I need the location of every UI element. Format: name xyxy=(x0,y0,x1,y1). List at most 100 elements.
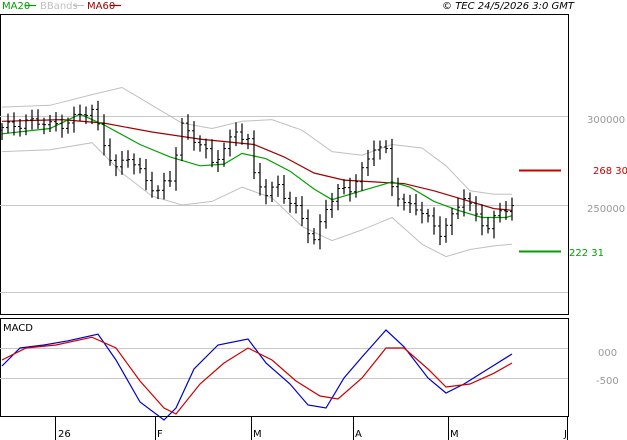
price-bar xyxy=(84,106,88,125)
month-label-26: 26 xyxy=(58,429,71,440)
price-bar xyxy=(132,153,136,175)
price-bar xyxy=(438,216,442,246)
price-bar xyxy=(114,154,118,177)
price-bar xyxy=(18,119,22,137)
price-bar xyxy=(282,175,286,204)
month-label-m1: M xyxy=(253,429,262,440)
price-bar xyxy=(306,209,310,244)
price-bar xyxy=(0,123,4,140)
price-bar xyxy=(24,114,28,136)
price-bar xyxy=(480,204,484,236)
price-bar xyxy=(504,201,508,220)
price-bar xyxy=(186,114,190,140)
price-grid xyxy=(0,116,568,293)
price-bar xyxy=(96,100,100,131)
price-bar xyxy=(36,109,40,129)
price-bar xyxy=(402,193,406,211)
price-bar xyxy=(174,147,178,191)
price-bar xyxy=(126,150,130,168)
price-bar xyxy=(300,196,304,226)
price-bar xyxy=(30,109,34,130)
support-label: 222 31 xyxy=(569,248,604,259)
price-bar xyxy=(372,140,376,166)
legend-ma20-label: MA20 xyxy=(2,1,30,12)
price-bar xyxy=(474,196,478,222)
price-bar xyxy=(156,185,160,200)
ma20-line xyxy=(1,113,513,219)
price-bar xyxy=(210,139,214,168)
price-bar xyxy=(168,171,172,187)
month-label-f: F xyxy=(157,429,163,440)
price-tick-label-250000: 250000 xyxy=(587,204,625,215)
price-bar xyxy=(426,208,430,223)
price-bar xyxy=(324,199,328,229)
price-panel xyxy=(0,14,569,315)
macd-line xyxy=(1,329,513,421)
support-level: 222 31 xyxy=(519,248,604,259)
price-bar xyxy=(336,184,340,211)
price-bar xyxy=(180,118,184,161)
price-bar xyxy=(444,218,448,243)
price-bar xyxy=(498,202,502,223)
copyright-text: © TEC 24/5/2026 3:0 GMT xyxy=(442,1,575,12)
price-bar xyxy=(432,207,436,235)
price-bar xyxy=(276,175,280,197)
moving-averages xyxy=(1,113,513,219)
price-tick-label-300000: 300000 xyxy=(587,115,625,126)
resistance-level: 268 30 xyxy=(519,166,627,177)
price-bar xyxy=(90,104,94,125)
legend: MA20 BBands MA60 xyxy=(2,1,121,12)
price-bar xyxy=(258,162,262,196)
price-bar xyxy=(396,177,400,207)
macd-tick-label-zero: 000 xyxy=(598,348,617,359)
price-bar xyxy=(312,228,316,245)
price-bar xyxy=(240,123,244,145)
price-bar xyxy=(450,207,454,236)
bband-lower-line xyxy=(1,142,513,258)
bollinger-bands xyxy=(1,86,513,258)
price-bar xyxy=(348,177,352,202)
price-bar xyxy=(228,129,232,157)
time-axis: 26 F M A M J xyxy=(0,416,568,440)
price-bar xyxy=(420,201,424,224)
price-bar xyxy=(390,138,394,197)
month-label-j: J xyxy=(563,429,567,440)
price-bar xyxy=(264,179,268,205)
price-bar xyxy=(234,122,238,147)
price-bar xyxy=(54,112,58,132)
price-bar xyxy=(414,193,418,216)
price-bar xyxy=(462,189,466,217)
legend-ma60-label: MA60 xyxy=(87,1,115,12)
price-bar xyxy=(42,117,46,135)
price-bar xyxy=(456,197,460,220)
price-bar xyxy=(120,151,124,175)
price-bar xyxy=(270,181,274,202)
price-bars xyxy=(0,100,514,250)
price-bar xyxy=(354,174,358,198)
price-bar xyxy=(48,114,52,133)
price-bar xyxy=(468,192,472,212)
price-bar xyxy=(486,217,490,234)
price-bar xyxy=(330,192,334,218)
legend-bbands-label: BBands xyxy=(40,1,78,12)
price-bar xyxy=(6,113,10,134)
macd-panel xyxy=(0,318,569,417)
price-bar xyxy=(294,196,298,214)
macd-signal-line xyxy=(1,336,513,415)
price-bar xyxy=(510,197,514,221)
price-bar xyxy=(366,149,370,176)
price-bar xyxy=(360,162,364,191)
price-bar xyxy=(216,150,220,172)
price-bar xyxy=(408,194,412,213)
price-bar xyxy=(108,138,112,166)
price-bar xyxy=(318,214,322,250)
macd-tick-label-minus500: -500 xyxy=(596,376,619,387)
price-bar xyxy=(66,117,70,134)
ma60-line xyxy=(1,118,513,211)
month-label-a: A xyxy=(355,429,362,440)
price-bar xyxy=(192,121,196,151)
price-bar xyxy=(222,142,226,167)
price-bar xyxy=(72,106,76,133)
price-bar xyxy=(144,159,148,191)
